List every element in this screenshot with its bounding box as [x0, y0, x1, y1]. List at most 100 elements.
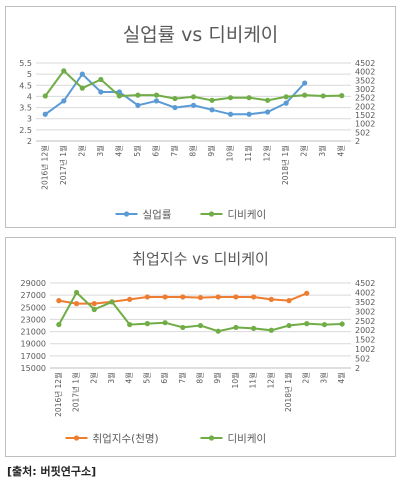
chart2-data-point — [180, 324, 186, 331]
chart-svg-unemployment: 실업률 vs 디비케이22.533.544.555.52502100215022… — [19, 24, 375, 221]
chart2-legend-marker — [208, 435, 215, 441]
chart2-right-tick: 1002 — [355, 345, 375, 354]
chart-panel-unemployment: 실업률 vs 디비케이 2 2.5 3 3.5 4 4.5 5 5.5 2 502 1002 1502 2… — [5, 6, 396, 228]
chart1-legend-marker — [208, 211, 215, 217]
chart2-data-point — [109, 299, 115, 305]
chart1-data-point — [98, 76, 104, 83]
chart1-x-tick: 2018년 1월 — [280, 145, 290, 185]
chart1-data-point — [265, 109, 271, 115]
chart1-data-point — [302, 92, 308, 98]
chart2-data-point — [144, 294, 150, 300]
chart2-x-tick: 12월 — [265, 372, 275, 389]
chart2-right-tick: 2502 — [355, 317, 375, 326]
chart2-data-point — [233, 294, 239, 300]
chart1-right-tick: 502 — [355, 128, 370, 137]
chart2-legend-label: 취업지수(천명) — [93, 432, 159, 445]
chart1-right-tick: 1002 — [355, 120, 375, 129]
chart1-data-point — [283, 100, 289, 106]
chart1-data-point — [153, 98, 160, 104]
chart1-x-tick: 2월 — [299, 145, 309, 157]
chart1-data-point — [190, 94, 197, 100]
chart1-right-tick: 2 — [355, 137, 360, 146]
chart1-x-tick: 12월 — [262, 145, 272, 162]
chart2-x-tick: 9월 — [212, 372, 222, 384]
chart2-right-tick: 4002 — [355, 288, 375, 297]
chart2-data-point — [91, 306, 97, 313]
chart1-right-tick: 4002 — [355, 68, 375, 77]
chart2-x-tick: 3월 — [318, 372, 328, 384]
chart2-right-tick: 3502 — [355, 298, 375, 307]
chart1-left-tick: 4 — [27, 92, 32, 101]
chart1-x-tick: 2017년 1월 — [58, 145, 68, 185]
chart1-data-point — [227, 111, 234, 117]
chart1-x-tick: 2월 — [76, 145, 86, 157]
chart2-right-tick: 4502 — [355, 279, 375, 288]
chart2-right-tick: 2 — [355, 364, 360, 373]
chart2-data-point — [73, 301, 80, 307]
chart2-left-tick: 29000 — [21, 279, 46, 288]
chart2-data-point — [180, 294, 186, 300]
chart2-data-point — [56, 321, 62, 328]
chart2-data-point — [127, 321, 133, 328]
chart1-data-point — [79, 71, 85, 77]
chart2-data-point — [251, 294, 257, 300]
chart2-data-point — [304, 290, 310, 296]
chart1-data-point — [42, 93, 48, 99]
chart2-data-point — [268, 327, 274, 333]
chart-svg-employment: 취업지수 vs 디비케이 15000 17000 19000 21000 23000 250… — [21, 250, 376, 445]
chart2-x-tick: 4월 — [336, 372, 346, 384]
chart1-left-tick: 4.5 — [19, 81, 32, 90]
chart2-x-tick: 11월 — [248, 372, 258, 389]
chart2-data-point — [339, 321, 345, 327]
chart2-data-point — [268, 296, 274, 302]
chart2-data-point — [162, 294, 168, 300]
chart1-left-tick: 3 — [27, 115, 32, 124]
chart2-legend-label: 디비케이 — [228, 433, 267, 445]
chart2-data-point — [251, 325, 257, 331]
chart2-left-tick: 25000 — [21, 303, 46, 312]
chart1-data-point — [135, 102, 141, 108]
chart1-left-tick: 2 — [27, 137, 32, 146]
chart2-x-tick: 2월 — [88, 372, 98, 384]
chart1-data-point — [209, 107, 215, 113]
chart1-x-tick: 11월 — [243, 145, 253, 162]
chart1-x-tick: 2016년 12월 — [39, 145, 49, 190]
chart1-right-tick: 3502 — [355, 76, 375, 85]
chart2-left-tick: 15000 — [21, 364, 46, 373]
chart2-legend-marker — [73, 435, 80, 441]
chart1-x-tick: 7월 — [169, 145, 179, 157]
chart1-data-point — [116, 93, 122, 99]
chart2-data-point — [215, 328, 221, 334]
chart1-data-point — [61, 98, 67, 104]
chart1-data-point — [79, 85, 85, 91]
chart2-x-tick: 10월 — [230, 372, 240, 389]
chart2-data-point — [162, 320, 168, 326]
chart1-data-point — [302, 80, 308, 86]
chart2-data-point — [56, 298, 62, 304]
chart2-data-point — [73, 289, 80, 296]
chart1-data-point — [246, 95, 252, 101]
chart1-left-tick: 5.5 — [19, 59, 32, 68]
chart2-data-point — [304, 321, 310, 327]
chart2-left-tick: 19000 — [21, 340, 46, 349]
chart2-x-tick: 2016년 12월 — [53, 372, 63, 417]
chart2-right-tick: 3002 — [355, 307, 375, 316]
chart1-data-point — [153, 92, 160, 98]
chart1-data-point — [339, 93, 345, 99]
chart1-data-point — [172, 95, 178, 102]
chart1-left-tick: 5 — [27, 70, 32, 79]
chart1-right-tick: 1502 — [355, 111, 375, 120]
chart1-x-tick: 4월 — [113, 145, 123, 157]
chart2-x-tick: 7월 — [177, 372, 187, 384]
chart1-x-tick: 9월 — [206, 145, 216, 157]
chart1-data-point — [227, 95, 234, 101]
chart-panel-employment: 취업지수 vs 디비케이 15000 17000 19000 21000 23000 250… — [5, 237, 396, 457]
chart2-right-tick: 502 — [355, 355, 370, 364]
chart1-x-tick: 4월 — [336, 145, 346, 157]
chart2-data-point — [197, 322, 204, 329]
chart2-x-tick: 5월 — [141, 372, 151, 384]
chart2-data-point — [286, 298, 292, 304]
chart2-x-tick: 2018년 1월 — [283, 372, 293, 412]
chart1-data-point — [265, 97, 271, 103]
chart1-right-tick: 2502 — [355, 94, 375, 103]
